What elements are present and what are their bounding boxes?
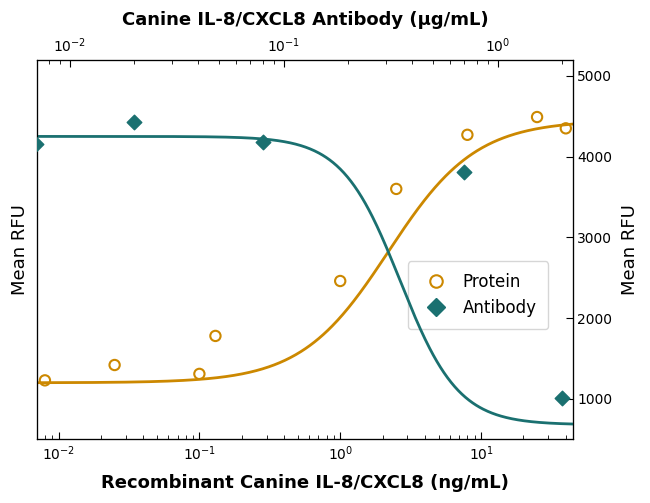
X-axis label: Canine IL-8/CXCL8 Antibody (μg/mL): Canine IL-8/CXCL8 Antibody (μg/mL)	[122, 11, 488, 29]
Point	[40, 376, 50, 384]
Legend: Protein, Antibody: Protein, Antibody	[408, 261, 548, 329]
Point	[532, 113, 542, 121]
Point	[557, 394, 567, 402]
Y-axis label: Mean RFU: Mean RFU	[621, 204, 639, 295]
X-axis label: Recombinant Canine IL-8/CXCL8 (ng/mL): Recombinant Canine IL-8/CXCL8 (ng/mL)	[101, 474, 509, 492]
Point	[129, 118, 139, 126]
Point	[257, 138, 268, 146]
Point	[210, 332, 220, 340]
Point	[109, 361, 120, 369]
Point	[194, 370, 205, 378]
Point	[560, 124, 571, 132]
Point	[462, 131, 473, 139]
Point	[31, 140, 42, 148]
Point	[391, 185, 402, 193]
Point	[460, 168, 470, 176]
Y-axis label: Mean RFU: Mean RFU	[11, 204, 29, 295]
Point	[335, 277, 345, 285]
